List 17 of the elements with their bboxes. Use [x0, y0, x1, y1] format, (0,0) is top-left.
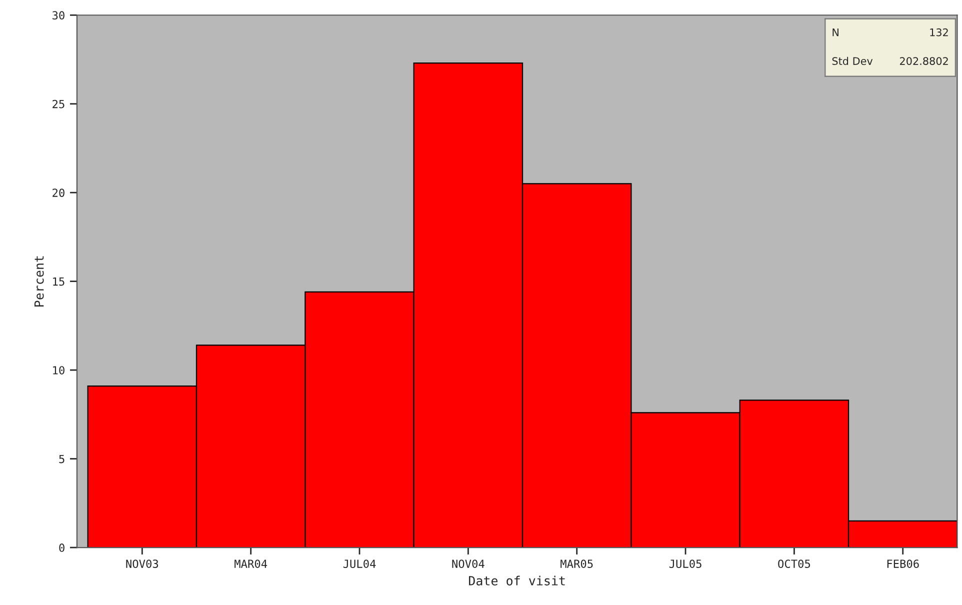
- y-tick-label: 0: [59, 544, 64, 552]
- y-tick-label: 5: [59, 454, 64, 464]
- y-tick-label: 15: [53, 277, 64, 286]
- x-tick-label: MAR04: [234, 560, 268, 568]
- x-axis-title: Date of visit: [468, 576, 565, 586]
- x-tick-label: JUL05: [669, 560, 702, 568]
- y-tick-label: 10: [53, 366, 64, 374]
- x-tick-label: NOV03: [126, 560, 158, 568]
- y-tick-label: 25: [52, 100, 64, 108]
- y-tick-label: 30: [52, 11, 64, 20]
- x-tick-label: OCT05: [778, 560, 810, 568]
- x-tick-label: FEB06: [887, 560, 919, 568]
- x-tick-label: JUL04: [343, 560, 376, 568]
- y-tick-label: 20: [52, 188, 64, 197]
- x-tick-label: MAR05: [560, 560, 593, 568]
- y-axis-title: Percent: [34, 256, 44, 306]
- x-tick-label: NOV04: [452, 560, 484, 568]
